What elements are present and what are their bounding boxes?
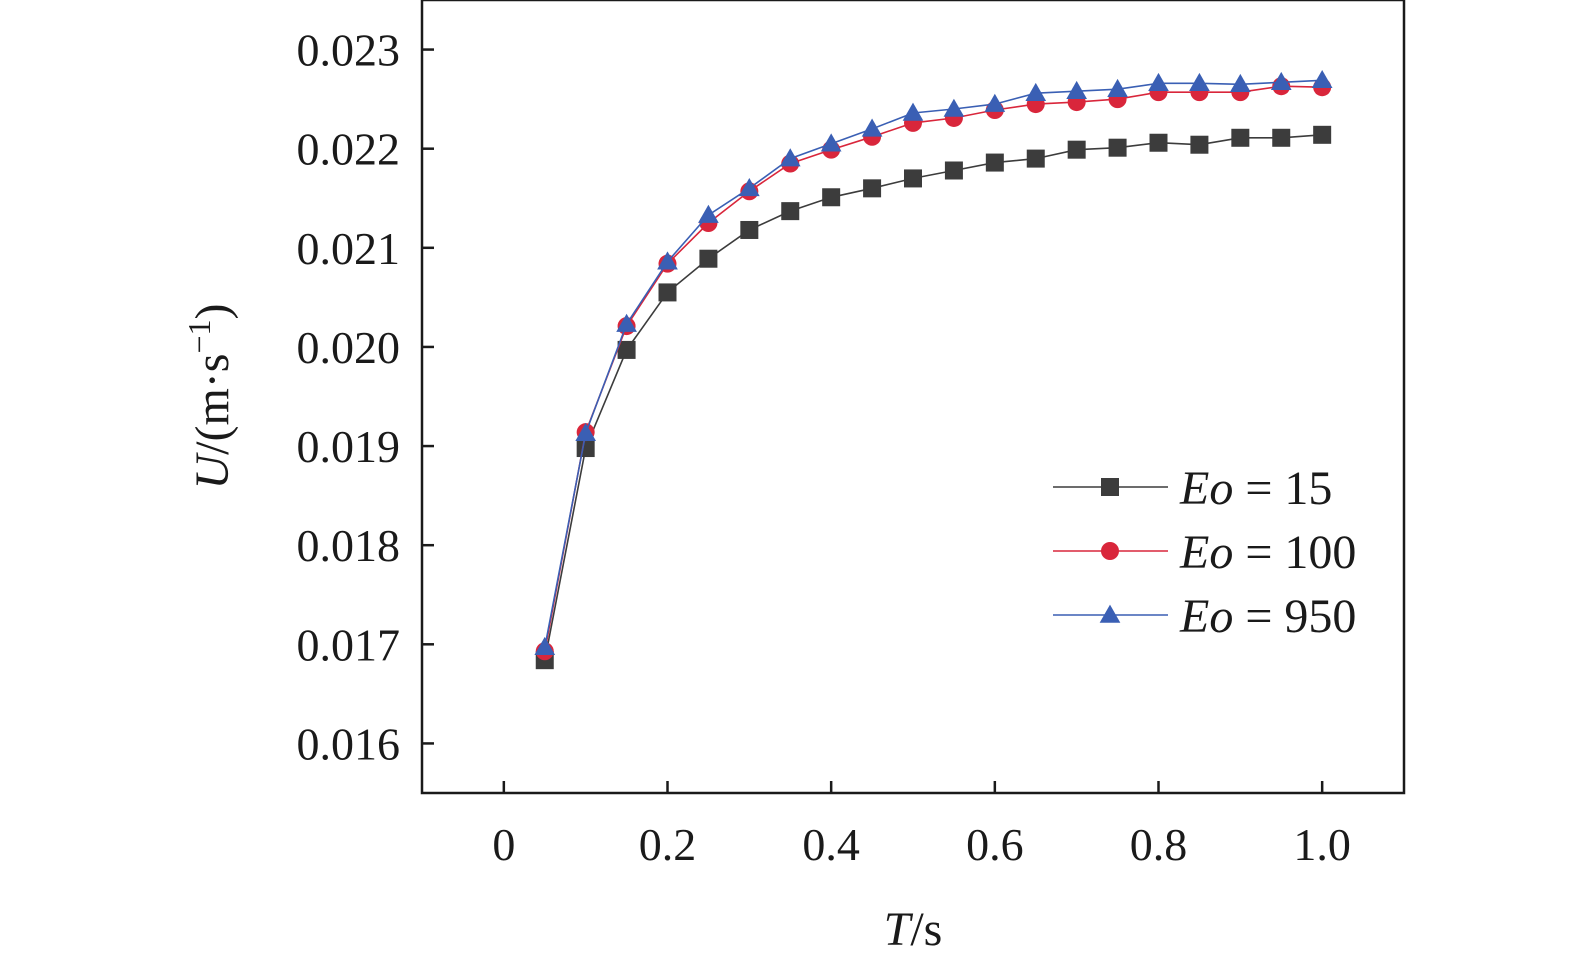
data-point-triangle bbox=[738, 177, 760, 197]
legend-item: Eo = 15 bbox=[1053, 462, 1332, 515]
data-point-triangle bbox=[1148, 72, 1169, 92]
y-tick-label: 0.019 bbox=[297, 421, 401, 472]
data-point-triangle bbox=[1229, 73, 1251, 93]
x-tick-label: 0.8 bbox=[1130, 819, 1188, 870]
series-triangle bbox=[534, 69, 1333, 656]
y-axis-unit-suffix: ) bbox=[186, 303, 239, 319]
data-point-triangle bbox=[1066, 80, 1088, 99]
legend: Eo = 15 Eo = 100 Eo = 950 bbox=[1053, 462, 1356, 643]
data-point-square bbox=[658, 283, 677, 302]
data-point-square bbox=[944, 161, 963, 180]
x-tick-labels: 0 0.2 0.4 0.6 0.8 1.0 bbox=[492, 819, 1351, 870]
y-axis-var: U bbox=[186, 452, 239, 490]
data-point-square bbox=[699, 249, 718, 268]
x-tick-label: 0 bbox=[492, 819, 515, 870]
data-point-triangle bbox=[657, 251, 678, 270]
y-axis-unit-prefix: /(m·s bbox=[186, 354, 239, 455]
legend-item: Eo = 100 bbox=[1053, 526, 1356, 579]
x-axis-title: T/s bbox=[884, 903, 943, 956]
y-tick-label: 0.018 bbox=[297, 520, 401, 571]
data-point-triangle bbox=[534, 636, 556, 656]
data-point-square bbox=[1026, 149, 1045, 168]
series-line bbox=[544, 79, 1323, 648]
y-tick-labels: 0.016 0.017 0.018 0.019 0.020 0.021 0.022 0.023 bbox=[297, 25, 401, 770]
data-point-square bbox=[1108, 138, 1127, 157]
x-axis-unit: /s bbox=[910, 903, 942, 956]
data-point-square bbox=[1190, 135, 1209, 154]
axis-ticks bbox=[422, 48, 1324, 793]
x-axis-var: T bbox=[884, 903, 914, 956]
data-point-square bbox=[617, 340, 636, 359]
data-point-triangle bbox=[779, 148, 801, 167]
y-tick-label: 0.023 bbox=[297, 25, 401, 76]
legend-label: Eo = 100 bbox=[1179, 526, 1356, 579]
y-tick-label: 0.016 bbox=[297, 718, 401, 769]
data-point-triangle bbox=[1099, 604, 1121, 623]
y-axis-title: U/(m·s−1) bbox=[181, 303, 239, 489]
data-point-triangle bbox=[820, 133, 842, 152]
plot-frame bbox=[420, 0, 1406, 795]
data-point-square bbox=[1313, 125, 1332, 144]
series-line bbox=[544, 134, 1323, 661]
data-point-triangle bbox=[1311, 69, 1333, 89]
data-point-square bbox=[1231, 128, 1250, 147]
y-tick-label: 0.020 bbox=[297, 322, 401, 373]
data-point-square bbox=[863, 179, 882, 198]
data-point-triangle bbox=[1025, 82, 1047, 101]
data-point-triangle bbox=[943, 98, 965, 117]
legend-label: Eo = 950 bbox=[1179, 590, 1356, 643]
data-point-square bbox=[576, 439, 595, 458]
data-point-triangle bbox=[575, 422, 597, 441]
y-tick-label: 0.021 bbox=[297, 223, 401, 274]
data-point-square bbox=[781, 202, 800, 221]
x-tick-label: 1.0 bbox=[1293, 819, 1351, 870]
data-point-triangle bbox=[984, 93, 1006, 112]
data-point-triangle bbox=[1189, 72, 1210, 92]
x-tick-label: 0.2 bbox=[639, 819, 697, 870]
y-tick-label: 0.017 bbox=[297, 619, 401, 670]
x-tick-label: 0.6 bbox=[966, 819, 1024, 870]
data-point-triangle bbox=[698, 204, 719, 223]
data-point-triangle bbox=[1270, 71, 1292, 91]
data-point-square bbox=[740, 220, 759, 239]
data-point-square bbox=[1149, 133, 1168, 152]
data-point-triangle bbox=[616, 313, 637, 332]
data-point-triangle bbox=[861, 118, 883, 137]
data-point-square bbox=[822, 188, 841, 207]
y-tick-label: 0.022 bbox=[297, 124, 401, 175]
data-point-square bbox=[985, 153, 1004, 172]
data-point-circle bbox=[1101, 542, 1119, 560]
series-layer bbox=[534, 69, 1333, 670]
y-axis-unit-exponent: −1 bbox=[181, 319, 217, 353]
data-point-triangle bbox=[1107, 78, 1128, 97]
data-point-square bbox=[1067, 140, 1086, 159]
data-point-square bbox=[1272, 128, 1291, 147]
data-point-square bbox=[1101, 478, 1119, 496]
data-point-square bbox=[904, 169, 922, 188]
data-point-triangle bbox=[902, 102, 924, 121]
x-tick-label: 0.4 bbox=[802, 819, 860, 870]
series-square bbox=[535, 125, 1332, 670]
legend-item: Eo = 950 bbox=[1053, 590, 1356, 643]
legend-label: Eo = 15 bbox=[1179, 462, 1332, 515]
